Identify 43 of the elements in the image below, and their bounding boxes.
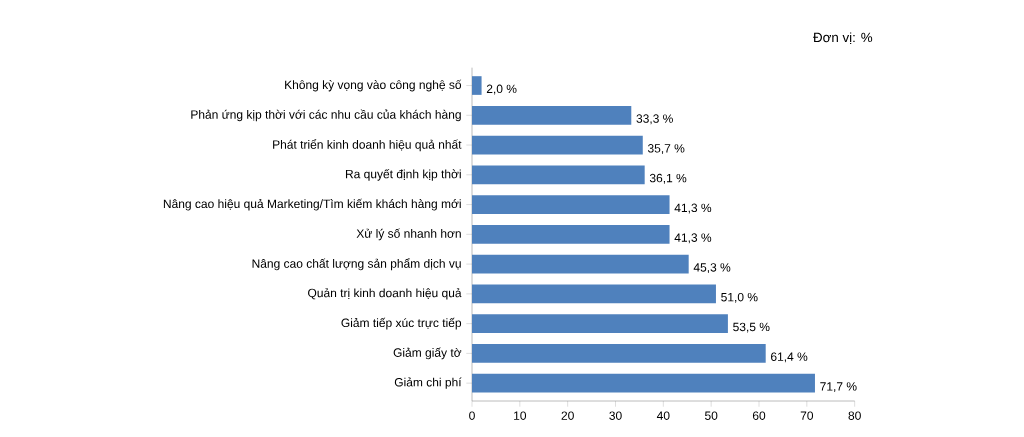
bar [472,344,766,363]
text: Đơn vị: % [813,32,873,45]
y-tick-label: Giảm giấy tờ [393,347,462,360]
bar [472,165,645,185]
bar [472,373,815,393]
y-tick-label: Quản trị kinh doanh hiệu quả [308,288,462,300]
data-label: 35,7 % [647,144,685,154]
y-tick-label: Nâng cao hiệu quả Marketing/Tìm kiếm khách hàng mới [163,198,461,211]
x-tick-label: 20 [561,411,574,420]
data-label: 51,0 % [721,292,758,303]
data-label: 45,3 % [693,263,731,274]
x-tick-label: 50 [704,411,718,420]
data-label: 53,5 % [733,322,770,333]
data-label: 33,3 % [636,114,673,125]
y-tick-label: Phản ứng kịp thời với các nhu cầu của khách hàng [191,109,461,122]
data-label: 41,3 % [674,233,712,244]
data-label: 61,4 % [771,352,808,363]
y-tick-label: Không kỳ vọng vào công nghệ số [285,79,462,92]
bar [472,254,689,274]
y-tick-label: Phát triển kinh doanh hiệu quả nhất [273,138,462,152]
x-tick-label: 80 [848,411,861,420]
bar [472,225,670,244]
data-label: 2,0 % [486,84,517,95]
y-tick-label: Ra quyết định kịp thời [345,168,461,181]
x-tick-label: 40 [656,411,670,420]
bar [472,284,716,304]
x-tick-label: 10 [514,411,527,420]
bar [472,135,643,155]
x-tick-label: 30 [609,411,622,420]
bar [472,314,728,333]
y-tick-label: Nâng cao chất lượng sản phẩm dịch vụ [252,258,461,271]
data-label: 41,3 % [674,203,712,214]
y-tick-label: Giảm chi phí [394,377,462,389]
x-tick-label: 0 [469,411,475,420]
bar [472,76,482,95]
data-label: 71,7 % [820,382,857,393]
x-tick-label: 60 [752,411,766,420]
y-tick-label: Giảm tiếp xúc trực tiếp [341,317,462,330]
data-label: 36,1 % [649,173,687,184]
x-tick-label: 70 [800,411,814,420]
bar [472,195,670,214]
bar [472,105,632,125]
y-tick-label: Xử lý số nhanh hơn [356,228,461,241]
